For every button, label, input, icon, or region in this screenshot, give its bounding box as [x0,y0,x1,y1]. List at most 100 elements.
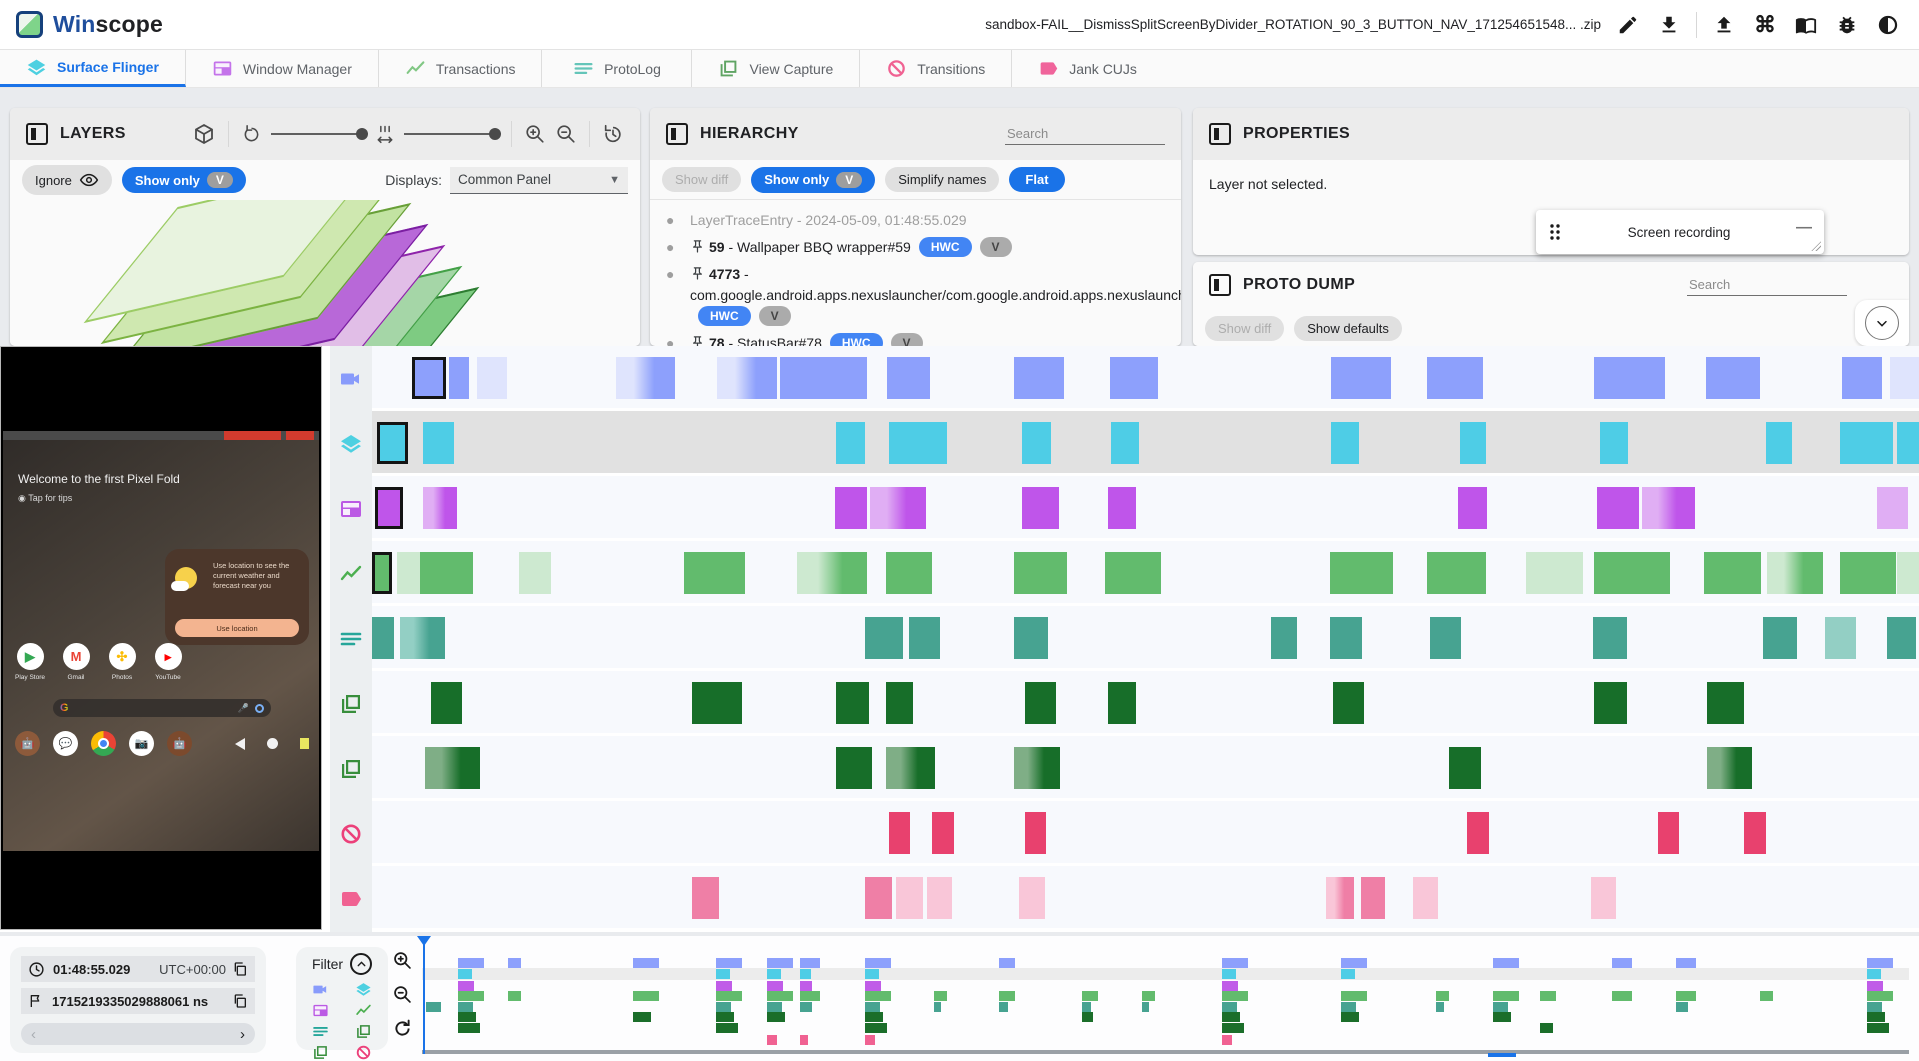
view-capture-1-trace-block[interactable] [1707,682,1745,724]
minimap-block[interactable] [716,1012,735,1022]
view-capture-1-trace-block[interactable] [1332,682,1364,724]
minimap-block[interactable] [457,981,474,991]
minimap-block[interactable] [457,958,484,968]
show-only-v-button[interactable]: Show only V [751,166,876,193]
report-bug-icon[interactable] [1830,8,1864,42]
minimap-block[interactable] [1760,991,1774,1001]
minimap-block[interactable] [1222,991,1248,1001]
window-manager-trace-block[interactable] [834,487,868,529]
transactions-trace-block[interactable] [1014,552,1067,594]
minimap-block[interactable] [766,1002,782,1012]
minimap-block[interactable] [716,969,731,979]
surface-flinger-trace-block[interactable] [1331,422,1359,464]
shortcuts-icon[interactable]: ⌘ [1754,11,1776,37]
minimap-block[interactable] [1540,1023,1554,1033]
surface-flinger-trace-block[interactable] [888,422,948,464]
minimap-block[interactable] [865,981,882,991]
minimap-block[interactable] [1611,991,1633,1001]
dark-mode-icon[interactable] [1871,8,1905,42]
minimap-block[interactable] [766,969,781,979]
window-manager-trace-block[interactable] [1597,487,1639,529]
minimap-block[interactable] [799,1035,808,1045]
transactions-trace-block[interactable] [372,552,393,594]
jank-cujs-trace-block[interactable] [1326,877,1355,919]
view-capture-1-trace-block[interactable] [1024,682,1056,724]
minimap-block[interactable] [865,969,880,979]
resize-handle[interactable] [1811,241,1821,251]
protolog-trace-icon[interactable] [330,606,372,671]
protolog-trace-block[interactable] [1824,617,1856,659]
minimap-block[interactable] [865,1035,876,1045]
view-capture-2-trace-block[interactable] [885,747,936,789]
minimap-block[interactable] [716,1023,739,1033]
protolog-trace-block[interactable] [399,617,445,659]
minimap-block[interactable] [998,1002,1008,1012]
jank-cujs-track[interactable] [372,866,1919,931]
minimap-block[interactable] [865,1023,888,1033]
screen-recording-trace-block[interactable] [1331,357,1392,399]
collapse-panel-icon[interactable] [26,123,48,145]
minimap-block[interactable] [1540,991,1556,1001]
surface-flinger-trace-block[interactable] [1765,422,1793,464]
surface-flinger-trace-block[interactable] [1459,422,1486,464]
screen-recording-trace-block[interactable] [1109,357,1158,399]
transactions-track[interactable] [372,541,1919,606]
transitions-trace-block[interactable] [1744,812,1766,854]
minimap-range-bar[interactable] [422,1050,1909,1054]
screen-recording-overlay-header[interactable]: Screen recording — [1536,210,1824,254]
minimap-block[interactable] [933,1002,942,1012]
minimap-block[interactable] [1867,991,1894,1001]
hierarchy-tree-item[interactable]: ● 59 - Wallpaper BBQ wrapper#59 HWC V [664,237,1171,258]
transitions-track[interactable] [372,801,1919,866]
protolog-trace-block[interactable] [908,617,940,659]
minimap-block[interactable] [1222,1023,1244,1033]
spacing-slider[interactable] [404,128,501,140]
show-diff-button[interactable]: Show diff [662,167,742,192]
minimap-block[interactable] [457,969,472,979]
documentation-icon[interactable] [1789,8,1823,42]
minimap-block[interactable] [426,1002,442,1012]
window-manager-track[interactable] [372,476,1919,541]
show-only-v-button[interactable]: Show only V [121,167,246,193]
minimap-block[interactable] [1492,991,1519,1001]
jank-cujs-trace-block[interactable] [865,877,892,919]
transitions-trace-block[interactable] [1657,812,1680,854]
minimap-block[interactable] [1675,958,1697,968]
drag-handle-icon[interactable] [1548,223,1562,241]
minimap-block[interactable] [1340,969,1355,979]
minimap-block[interactable] [1867,1012,1886,1022]
jank-cujs-trace-block[interactable] [1360,877,1386,919]
screen-recording-trace-block[interactable] [477,357,507,399]
transactions-trace-block[interactable] [1329,552,1393,594]
surface-flinger-trace-block[interactable] [1021,422,1052,464]
minimap-block[interactable] [1867,969,1882,979]
minimap-block[interactable] [508,991,522,1001]
tab-jank-cujs[interactable]: Jank CUJs [1012,50,1163,87]
transactions-trace-block[interactable] [518,552,552,594]
minimap-block[interactable] [1222,1002,1237,1012]
minimap-block[interactable] [998,991,1015,1001]
minimap-block[interactable] [1340,1002,1356,1012]
minimap-block[interactable] [1222,969,1236,979]
minimap-block[interactable] [1340,1012,1359,1022]
transactions-trace-block[interactable] [1594,552,1670,594]
lines-filter-icon[interactable] [312,1023,329,1040]
edit-filename-icon[interactable] [1611,8,1645,42]
view-capture-2-track[interactable] [372,736,1919,801]
hierarchy-tree-item[interactable]: ● LayerTraceEntry - 2024-05-09, 01:48:55.… [664,210,1171,231]
protolog-trace-block[interactable] [1329,617,1363,659]
download-icon[interactable] [1652,8,1686,42]
minimap-block[interactable] [933,991,947,1001]
hierarchy-tree-item[interactable]: ● 78 - StatusBar#78 HWC V [664,333,1171,346]
transactions-trace-block[interactable] [1703,552,1762,594]
screen-recording-trace-block[interactable] [1705,357,1760,399]
window-filter-icon[interactable] [312,1002,329,1019]
minimap-block[interactable] [865,1002,881,1012]
surface-flinger-trace-block[interactable] [1840,422,1893,464]
tab-protolog[interactable]: ProtoLog [542,50,693,87]
minimap-cursor[interactable] [417,936,430,1054]
minimap-block[interactable] [1436,1002,1444,1012]
view-capture-2-trace-block[interactable] [424,747,481,789]
minimap-block[interactable] [1675,1002,1688,1012]
minimap-block[interactable] [1222,958,1248,968]
